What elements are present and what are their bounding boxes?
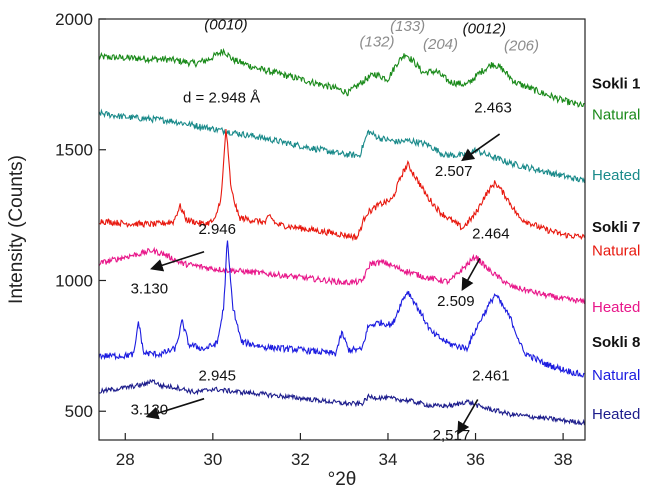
sample-label-l8: Natural [592,367,640,384]
peak-label-p206: (206) [504,37,539,54]
series-line-s8n [99,240,585,378]
annotation-a3: 2.507 [435,163,473,180]
y-tick-label: 1000 [55,271,93,290]
annotation-a10: 2.461 [472,368,510,385]
x-tick-label: 38 [554,450,573,469]
y-tick-label: 2000 [55,10,93,29]
sample-label-l7: Sokli 8 [592,334,640,351]
x-tick-label: 34 [379,450,398,469]
x-tick-label: 30 [203,450,222,469]
x-tick-label: 36 [466,450,485,469]
x-tick-label: 28 [116,450,135,469]
series-line-s1h [99,108,585,184]
y-tick-label: 500 [65,402,93,421]
peak-label-p132: (132) [360,33,395,50]
annotation-a4: 2.946 [198,221,236,238]
arrow-ar1 [461,133,501,162]
sample-label-l6: Heated [592,299,640,316]
peak-label-p0012: (0012) [463,20,506,37]
sample-label-l2: Natural [592,107,640,124]
annotation-a5: 3.130 [131,281,169,298]
arrow-ar2 [150,250,205,272]
annotation-a7: 2.509 [437,293,475,310]
plot-layer [99,47,585,426]
sample-label-l1: Sokli 1 [592,75,640,92]
sample-label-l3: Heated [592,167,640,184]
peak-label-p0010: (0010) [204,16,247,33]
x-axis-title: °2θ [328,469,357,490]
series-line-s8h [99,378,585,426]
axis-layer: 28 30 32 34 36 38 500 1000 1500 2000 [55,10,572,469]
arrow-ar5 [457,399,479,435]
arrow-ar3 [461,257,481,292]
annotation-a2: 2.463 [474,100,512,117]
series-line-s7h [99,246,585,305]
series-line-s1n [99,47,585,108]
annotation-a8: 2.945 [198,368,236,385]
sample-label-l4: Sokli 7 [592,219,640,236]
peak-label-p204: (204) [423,36,458,53]
y-axis-title: Intensity (Counts) [6,155,27,304]
sample-label-l5: Natural [592,243,640,260]
y-tick-label: 1500 [55,141,93,160]
plot-frame [98,18,586,441]
series-line-s7n [99,129,585,242]
annotation-a1: d = 2.948 Å [183,90,260,107]
annotation-a11: 2,517 [433,427,471,444]
sample-label-l9: Heated [592,406,640,423]
x-tick-label: 32 [291,450,310,469]
text-layer: (0010) (132)(133)(204) (0012)(206) d = 2.94… [131,16,641,444]
peak-label-p133: (133) [390,18,425,35]
arrow-ar4 [145,397,205,420]
annotation-a6: 2.464 [472,226,510,243]
